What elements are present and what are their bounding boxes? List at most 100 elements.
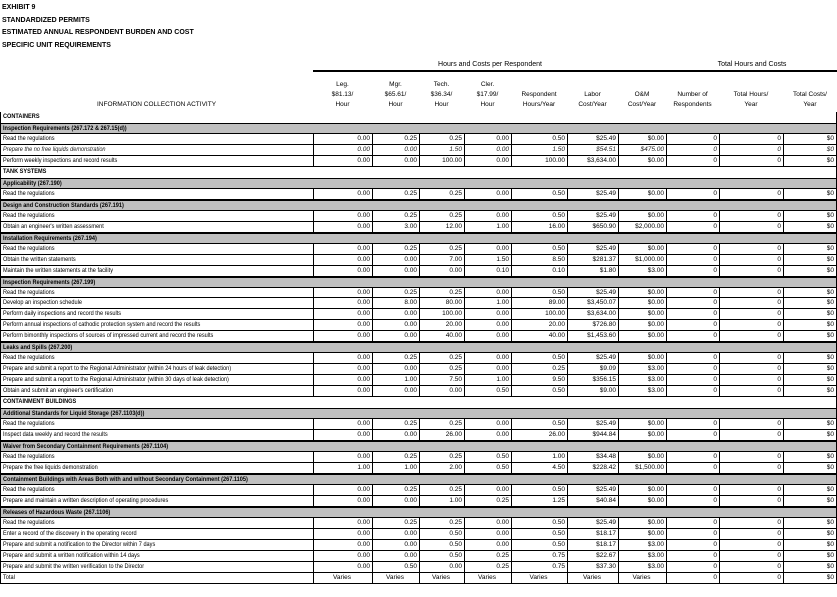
activity-label: Obtain an engineer's written assessment	[3, 222, 104, 230]
activity-cell: Prepare and submit a notification to the…	[0, 539, 313, 550]
value-cell-num: 0	[666, 452, 719, 462]
table-row: Obtain an engineer's written assessment 0…	[0, 221, 837, 233]
table-row: Maintain the written statements at the f…	[0, 265, 837, 277]
group-header-totals: Total Hours and Costs	[717, 61, 787, 68]
value-cell-num: 0	[666, 539, 719, 550]
value-cell-num: 0	[666, 254, 719, 265]
subsection-row: Design and Construction Standards (267.1…	[0, 199, 837, 211]
value-cell-mgr: 0.00	[372, 320, 419, 331]
value-cell-num: 0	[666, 463, 719, 473]
value-cell-mgr: 0.00	[372, 386, 419, 397]
value-cell-thours: 0	[719, 144, 783, 155]
column-header-labor: Labor Cost/Year	[567, 90, 618, 110]
value-cell-tcost: $0	[783, 221, 837, 232]
value-cell-cler: 0.25	[464, 550, 511, 561]
value-cell-leg: Varies	[313, 572, 372, 583]
section-row: TANK SYSTEMS	[0, 166, 837, 178]
value-cell-mgr: 0.25	[372, 243, 419, 254]
value-cell-resp: 100.00	[511, 309, 567, 320]
value-cell-resp: 4.50	[511, 463, 567, 473]
value-cell-thours: 0	[719, 309, 783, 320]
group-underline	[667, 70, 837, 72]
activity-cell: Prepare the free liquids demonstration	[0, 463, 313, 473]
value-cell-tcost: $0	[783, 144, 837, 155]
value-cell-tcost: $0	[783, 188, 837, 199]
table-row: Develop an inspection schedule 0.00 8.00 80…	[0, 298, 837, 310]
exhibit-title-line: ESTIMATED ANNUAL RESPONDENT BURDEN AND C…	[2, 29, 194, 36]
value-cell-thours: 0	[719, 155, 783, 166]
value-cell-om: $0.00	[618, 133, 666, 144]
value-cell-tech: 0.25	[419, 364, 464, 375]
table-row: Prepare the free liquids demonstration 1.…	[0, 463, 837, 474]
value-cell-resp: 26.00	[511, 430, 567, 441]
activity-label: Read the regulations	[3, 211, 55, 219]
activity-label: Prepare and submit a written notificatio…	[3, 551, 140, 559]
value-cell-cler: Varies	[464, 572, 511, 583]
table-row: Inspect data weekly and record the resul…	[0, 430, 837, 442]
value-cell-thours: 0	[719, 331, 783, 342]
value-cell-cler: 0.00	[464, 133, 511, 144]
exhibit-title-line: EXHIBIT 9	[2, 4, 36, 11]
value-cell-labor: $281.37	[567, 254, 618, 265]
activity-cell: Prepare the no free liquids demonstratio…	[0, 144, 313, 155]
value-cell-labor: $25.49	[567, 419, 618, 430]
value-cell-resp: 0.75	[511, 550, 567, 561]
value-cell-resp: 0.10	[511, 265, 567, 276]
value-cell-om: $0.00	[618, 287, 666, 298]
activity-label: Read the regulations	[3, 518, 55, 526]
activity-label: Inspection Requirements (267.172 & 267.1…	[3, 124, 127, 132]
value-cell-mgr: 0.00	[372, 309, 419, 320]
activity-label: CONTAINMENT BUILDINGS	[3, 398, 77, 406]
value-cell-leg: 0.00	[313, 298, 372, 309]
activity-label: Read the regulations	[3, 485, 55, 493]
value-cell-labor: $22.67	[567, 550, 618, 561]
activity-cell: Perform bimonthly inspections of sources…	[0, 331, 313, 342]
value-cell-thours: 0	[719, 210, 783, 221]
column-header-num: Number of Respondents	[666, 90, 719, 110]
value-cell-thours: 0	[719, 133, 783, 144]
value-cell-thours: 0	[719, 495, 783, 506]
activity-label: Prepare the no free liquids demonstratio…	[3, 145, 106, 153]
value-cell-om: $0.00	[618, 528, 666, 539]
activity-cell: Read the regulations	[0, 452, 313, 462]
value-cell-labor: $37.30	[567, 561, 618, 572]
value-cell-cler: 0.00	[464, 331, 511, 342]
section-row: CONTAINMENT BUILDINGS	[0, 397, 837, 409]
activity-cell: Total	[0, 572, 313, 583]
table-row: Perform bimonthly inspections of sources…	[0, 331, 837, 343]
value-cell-resp: 0.50	[511, 419, 567, 430]
value-cell-mgr: 0.25	[372, 419, 419, 430]
value-cell-tech: 0.00	[419, 386, 464, 397]
value-cell-labor: $25.49	[567, 133, 618, 144]
value-cell-resp: 89.00	[511, 298, 567, 309]
activity-label: Perform annual inspections of cathodic p…	[3, 321, 201, 329]
value-cell-mgr: 3.00	[372, 221, 419, 232]
activity-label: Prepare and submit the written verificat…	[3, 562, 145, 570]
value-cell-tech: 0.50	[419, 539, 464, 550]
value-cell-cler: 0.00	[464, 243, 511, 254]
column-header-thours: Total Hours/Year	[719, 90, 783, 110]
activity-label: Develop an inspection schedule	[3, 299, 82, 307]
value-cell-num: 0	[666, 144, 719, 155]
value-cell-cler: 0.10	[464, 265, 511, 276]
activity-label: Read the regulations	[3, 453, 55, 461]
value-cell-mgr: 0.50	[372, 561, 419, 572]
value-cell-om: $3.00	[618, 539, 666, 550]
value-cell-num: 0	[666, 287, 719, 298]
value-cell-om: $3.00	[618, 265, 666, 276]
value-cell-cler: 0.25	[464, 561, 511, 572]
table-row: Read the regulations 0.00 0.25 0.25 0.00 0.50…	[0, 133, 837, 145]
value-cell-mgr: 0.00	[372, 265, 419, 276]
value-cell-labor: $944.84	[567, 430, 618, 441]
value-cell-om: $0.00	[618, 331, 666, 342]
value-cell-mgr: 0.00	[372, 254, 419, 265]
value-cell-thours: 0	[719, 287, 783, 298]
value-cell-tcost: $0	[783, 463, 837, 473]
activity-cell: Perform annual inspections of cathodic p…	[0, 320, 313, 331]
value-cell-resp: 40.00	[511, 331, 567, 342]
table-row: Prepare and maintain a written descripti…	[0, 495, 837, 507]
value-cell-mgr: 0.00	[372, 430, 419, 441]
column-header-line: Cost/Year	[627, 101, 657, 108]
table-row: Read the regulations 0.00 0.25 0.25 0.00 0.50…	[0, 517, 837, 529]
activity-cell: Waiver from Secondary Containment Requir…	[0, 442, 837, 452]
